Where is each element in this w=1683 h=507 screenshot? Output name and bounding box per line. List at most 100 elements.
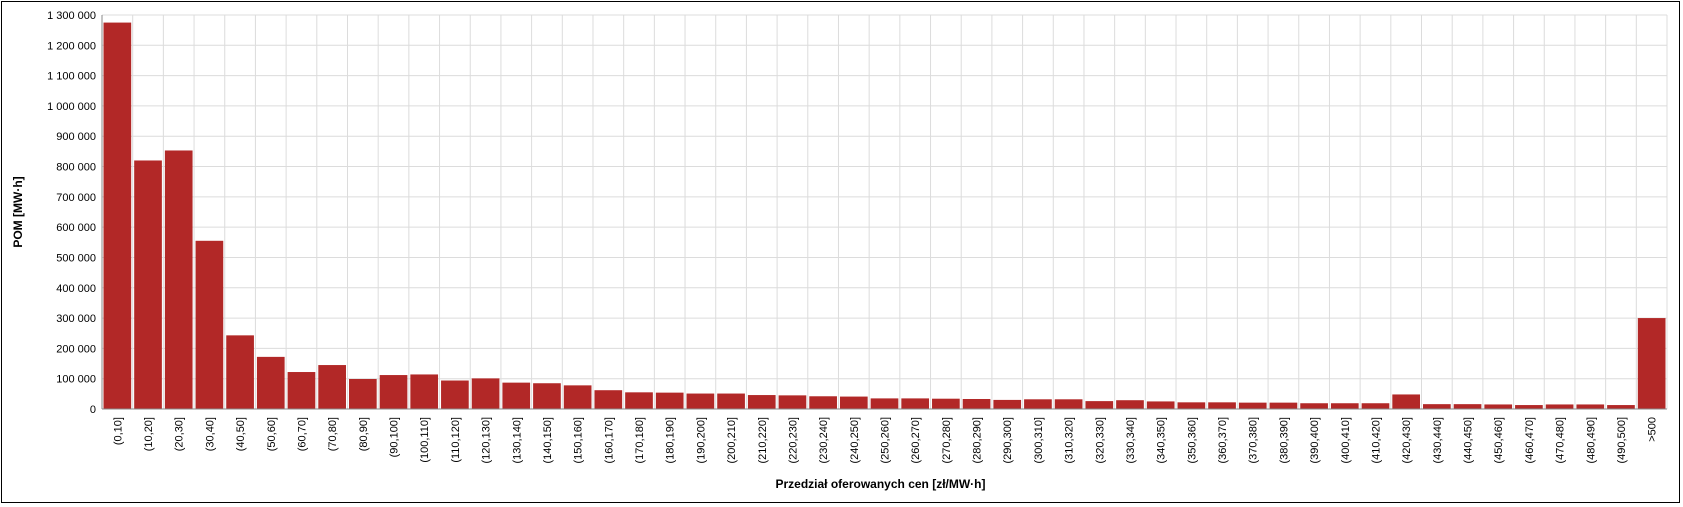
x-tick-label: (90,100] (389, 417, 401, 457)
x-tick-label: (110,120] (450, 417, 462, 463)
bar (164, 150, 193, 409)
x-tick-label: (40,50] (235, 417, 247, 451)
bar (1024, 399, 1052, 409)
bar (287, 372, 316, 409)
bar (1607, 405, 1635, 409)
bar (1177, 402, 1206, 409)
y-tick-label: 700 000 (56, 192, 96, 204)
bar (932, 398, 960, 409)
x-tick-label: (360,370] (1217, 417, 1229, 463)
x-tick-label: (430,440] (1432, 417, 1444, 463)
x-tick-label: (240,250] (849, 417, 861, 463)
y-tick-label: 200 000 (56, 343, 96, 355)
bar (441, 380, 469, 409)
bar (655, 392, 684, 409)
bar (1545, 404, 1574, 409)
y-axis-title: POM [MW·h] (11, 176, 25, 247)
x-tick-label: (370,380] (1248, 417, 1260, 463)
x-tick-label: (380,390] (1278, 417, 1290, 463)
y-tick-label: 1 300 000 (47, 10, 96, 22)
x-axis-ticks: (0,10] (10,20] (20,30] (30,40] (40,50] (50,60… (112, 417, 1658, 463)
y-tick-label: 1 200 000 (47, 40, 96, 52)
bar (1576, 404, 1605, 409)
x-tick-label: (70,80] (327, 417, 339, 451)
x-axis-title: Przedział oferowanych cen [zł/MW·h] (775, 477, 985, 491)
bar (993, 399, 1022, 409)
bar (625, 392, 653, 409)
bar (778, 395, 807, 409)
x-tick-label: (480,490] (1585, 417, 1597, 463)
bar (809, 396, 837, 409)
x-tick-label: (320,330] (1094, 417, 1106, 463)
y-tick-label: 900 000 (56, 131, 96, 143)
x-tick-label: (30,40] (204, 417, 216, 451)
bar (962, 398, 991, 409)
y-tick-label: 300 000 (56, 313, 96, 325)
bar (594, 390, 623, 409)
bar (1085, 401, 1114, 409)
bar (379, 375, 408, 409)
bar (103, 22, 132, 409)
bar (1423, 404, 1451, 409)
x-tick-label: (0,10] (112, 417, 124, 445)
bar (717, 393, 745, 409)
x-tick-label: (120,130] (481, 417, 493, 463)
bar (1392, 394, 1421, 409)
x-tick-label: (340,350] (1156, 417, 1168, 463)
x-tick-label: (130,140] (511, 417, 523, 463)
y-tick-label: 500 000 (56, 252, 96, 264)
bar (1515, 405, 1543, 409)
bar (1116, 400, 1144, 409)
bar (195, 240, 224, 409)
x-tick-label: (50,60] (266, 417, 278, 451)
x-tick-label: (100,110] (419, 417, 431, 463)
bar (256, 356, 285, 409)
y-tick-label: 100 000 (56, 374, 96, 386)
x-tick-label: (190,200] (695, 417, 707, 463)
x-tick-label: (390,400] (1309, 417, 1321, 463)
x-tick-label: (220,230] (787, 417, 799, 463)
bar (134, 160, 162, 409)
bar (502, 382, 531, 409)
x-tick-label: (270,280] (941, 417, 953, 463)
x-tick-label: (10,20] (143, 417, 155, 451)
bar (1637, 318, 1666, 409)
bar (1269, 402, 1298, 409)
bar (1238, 402, 1267, 409)
x-tick-label: (170,180] (634, 417, 646, 463)
bar (1453, 404, 1482, 409)
x-tick-label: (150,160] (573, 417, 585, 463)
x-tick-label: (20,30] (174, 417, 186, 451)
bars (103, 22, 1666, 409)
x-tick-label: (290,300] (1002, 417, 1014, 463)
y-tick-label: 1 100 000 (47, 71, 96, 83)
x-tick-label: (330,340] (1125, 417, 1137, 463)
x-tick-label: (450,460] (1493, 417, 1505, 463)
x-tick-label: (230,240] (818, 417, 830, 463)
x-tick-label: (400,410] (1340, 417, 1352, 463)
bar (563, 385, 592, 409)
x-tick-label: (160,170] (603, 417, 615, 463)
bar (901, 398, 930, 409)
bar (226, 335, 254, 409)
x-tick-label: (60,70] (296, 417, 308, 451)
bar (839, 396, 868, 409)
bar (1330, 403, 1359, 409)
bar (747, 395, 776, 409)
x-tick-label: (310,320] (1064, 417, 1076, 463)
x-tick-label: (460,470] (1524, 417, 1536, 463)
x-tick-label: (210,220] (757, 417, 769, 463)
x-tick-label: (490,500] (1616, 417, 1628, 463)
bar (1208, 402, 1236, 409)
y-tick-label: 1 000 000 (47, 101, 96, 113)
x-tick-label: (350,360] (1186, 417, 1198, 463)
bar (348, 378, 377, 409)
bar (533, 383, 561, 409)
x-tick-label: (280,290] (972, 417, 984, 463)
x-tick-label: (80,90] (358, 417, 370, 451)
y-tick-label: 600 000 (56, 222, 96, 234)
y-tick-label: 400 000 (56, 283, 96, 295)
bar (1300, 403, 1328, 409)
